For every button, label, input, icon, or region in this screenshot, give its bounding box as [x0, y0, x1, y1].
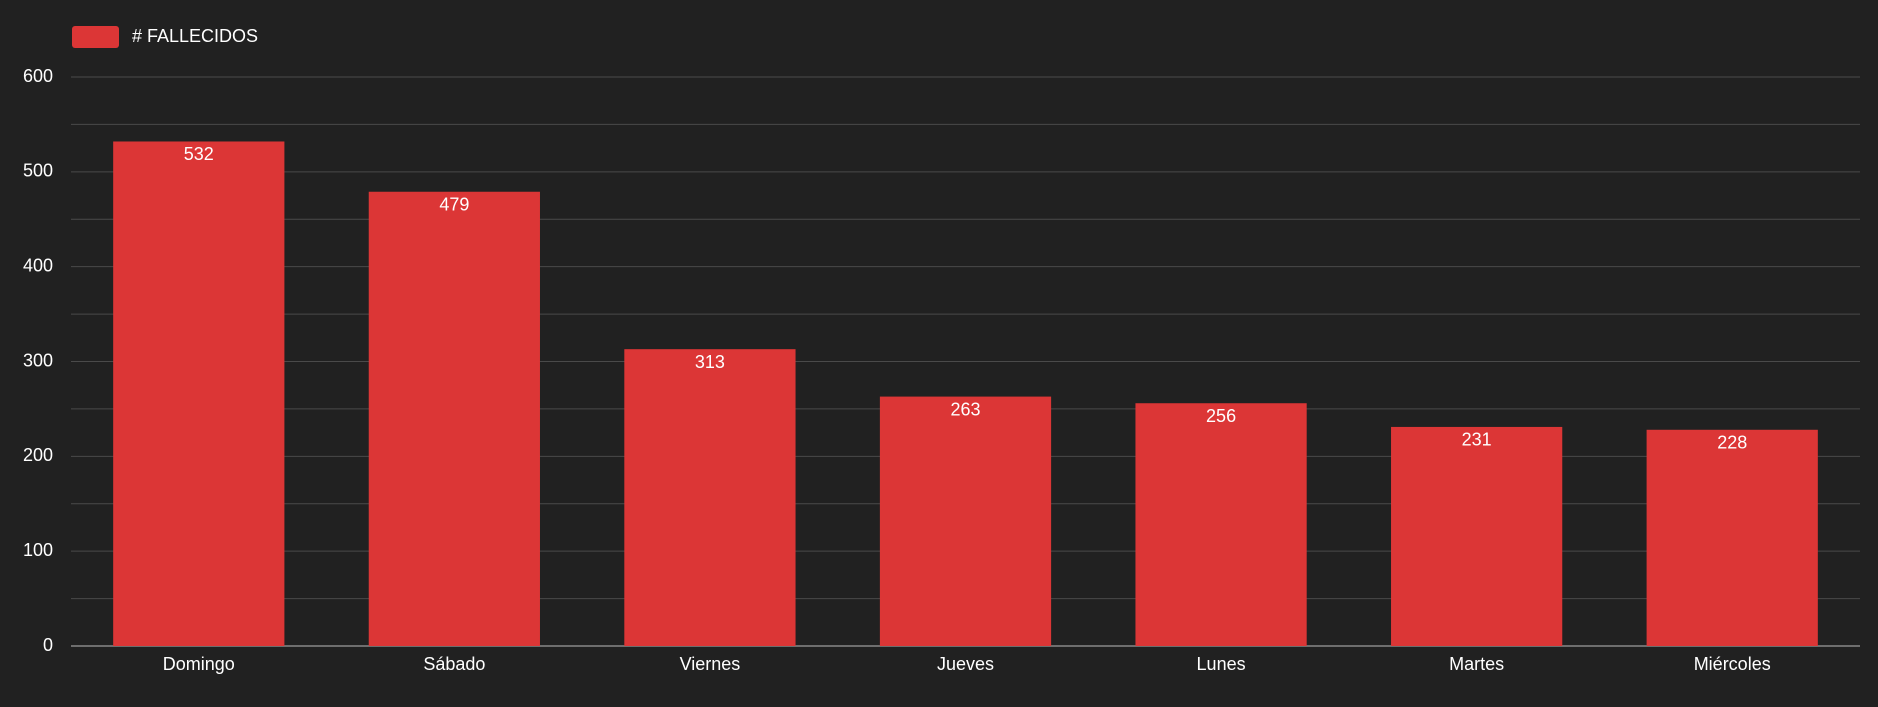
y-tick-label: 500	[23, 161, 53, 181]
x-tick-label: Martes	[1449, 654, 1504, 674]
bar	[113, 141, 285, 646]
value-label: 479	[439, 194, 469, 214]
x-tick-label: Lunes	[1197, 654, 1246, 674]
y-tick-label: 0	[43, 635, 53, 655]
x-tick-label: Viernes	[680, 654, 741, 674]
legend-label: # FALLECIDOS	[132, 26, 258, 46]
value-label: 313	[695, 352, 725, 372]
bar	[368, 191, 540, 646]
y-tick-label: 300	[23, 350, 53, 370]
x-tick-label: Domingo	[163, 654, 235, 674]
bar	[624, 349, 796, 646]
bar	[1135, 403, 1307, 646]
value-label: 228	[1717, 433, 1747, 453]
y-tick-label: 400	[23, 255, 53, 275]
x-tick-label: Sábado	[423, 654, 485, 674]
value-label: 256	[1206, 406, 1236, 426]
bar	[879, 396, 1052, 646]
x-tick-label: Miércoles	[1694, 654, 1771, 674]
y-tick-label: 200	[23, 445, 53, 465]
y-tick-label: 100	[23, 540, 53, 560]
bar	[1646, 429, 1818, 646]
x-tick-label: Jueves	[937, 654, 994, 674]
y-tick-label: 600	[23, 66, 53, 86]
bar	[1391, 426, 1563, 646]
value-label: 263	[950, 399, 980, 419]
value-label: 231	[1462, 430, 1492, 450]
legend-swatch	[72, 26, 119, 48]
value-label: 532	[184, 144, 214, 164]
